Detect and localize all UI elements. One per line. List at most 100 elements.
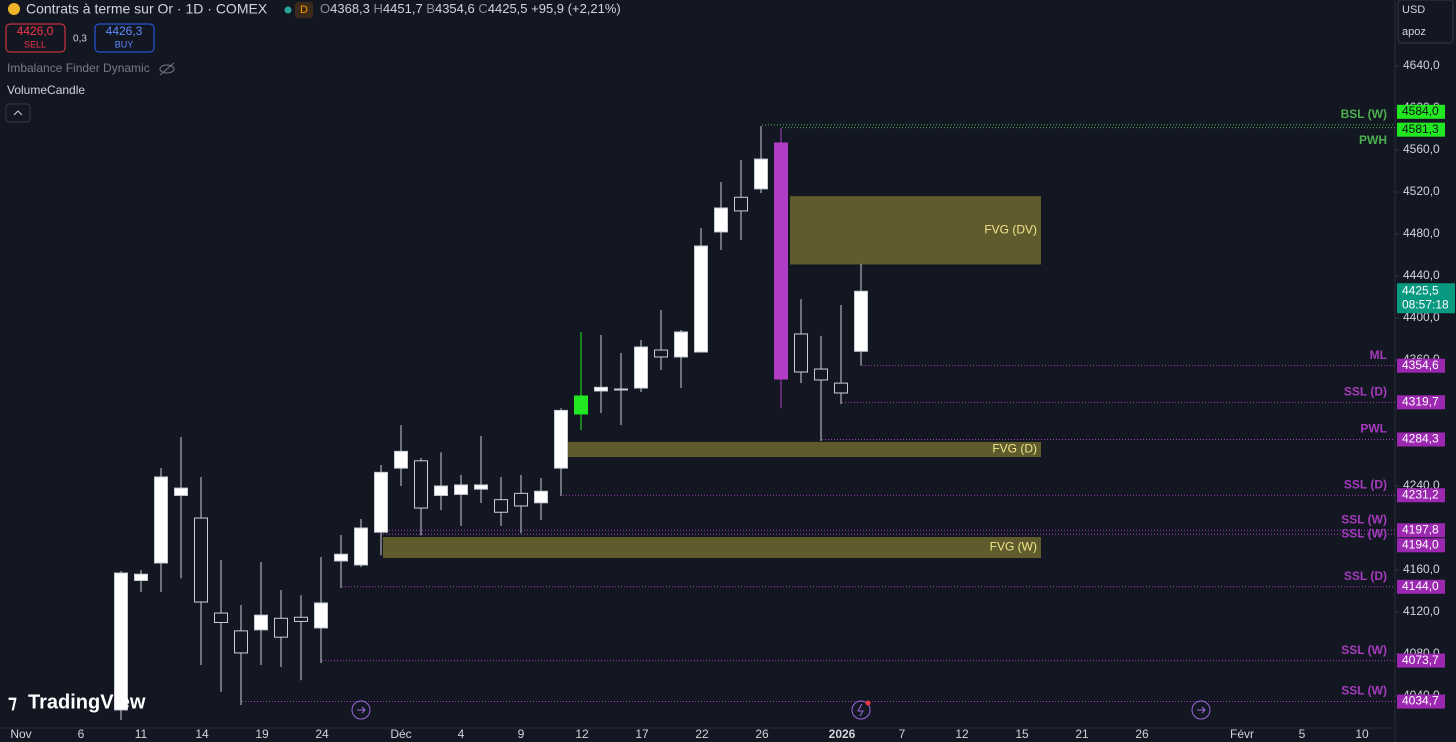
sell-button[interactable]	[5, 23, 66, 53]
x-tick-label: Févr	[1230, 727, 1254, 741]
ohlc-value: 4368,3	[330, 1, 370, 16]
candle-body	[474, 484, 488, 490]
candle-body	[634, 346, 648, 389]
candle-body	[334, 553, 348, 562]
candle-body	[314, 602, 328, 629]
hide-icon[interactable]	[159, 62, 175, 76]
x-tick-label: 7	[899, 727, 906, 741]
price-tag	[1397, 579, 1445, 594]
candle-body	[554, 409, 568, 469]
price-tag	[1397, 358, 1445, 373]
candle-body	[394, 450, 408, 469]
candle-body	[414, 460, 428, 509]
x-tick-label: 15	[1015, 727, 1029, 741]
x-tick-label: 9	[518, 727, 525, 741]
last-price: 4425,5	[1402, 283, 1439, 297]
x-tick-label: 19	[255, 727, 269, 741]
price-tag-label: 4319,7	[1402, 394, 1439, 408]
candle-body	[674, 331, 688, 358]
candle-body	[234, 630, 248, 654]
price-tag-label: 4034,7	[1402, 694, 1439, 708]
y-tick-label: 4520,0	[1403, 184, 1440, 198]
x-tick-label: 2026	[829, 727, 856, 741]
account: apoz	[1402, 26, 1426, 38]
badge	[295, 2, 313, 18]
y-tick-label: 4480,0	[1403, 226, 1440, 240]
ohlc-key: B	[426, 1, 435, 16]
candle-body	[294, 616, 308, 622]
fvg-label: FVG (D)	[992, 442, 1037, 456]
x-tick-label: Déc	[390, 727, 411, 741]
currency-box[interactable]	[1397, 0, 1454, 44]
price-tag-label: 4354,6	[1402, 358, 1439, 372]
buy-label: BUY	[115, 39, 134, 49]
x-tick-label: 12	[575, 727, 589, 741]
y-tick-label: 4400,0	[1403, 310, 1440, 324]
y-tick-label: 4440,0	[1403, 268, 1440, 282]
candle-body	[734, 196, 748, 212]
x-tick-label: 26	[755, 727, 769, 741]
price-tag-label: 4581,3	[1402, 122, 1439, 136]
event-icon[interactable]	[351, 700, 371, 720]
x-tick-label: 17	[635, 727, 649, 741]
x-tick-label: 6	[78, 727, 85, 741]
ohlc-value: 4354,6	[435, 1, 475, 16]
price-tag	[1397, 694, 1445, 709]
candle-body	[854, 290, 868, 352]
fvg-label: FVG (W)	[990, 540, 1037, 554]
logo: TradingView	[28, 691, 146, 713]
candle-body	[374, 471, 388, 533]
spread: 0,3	[73, 34, 87, 45]
x-tick-label: 4	[458, 727, 465, 741]
price-tag	[1397, 122, 1445, 137]
event-icon[interactable]	[851, 700, 871, 720]
x-tick-label: 21	[1075, 727, 1089, 741]
price-tag-label: 4144,0	[1402, 579, 1439, 593]
ohlc-value: 4451,7	[383, 1, 423, 16]
last-price-tag	[1397, 283, 1455, 314]
candle-body	[694, 245, 708, 353]
currency: USD	[1402, 4, 1425, 16]
y-tick-label: 4120,0	[1403, 604, 1440, 618]
candle-body	[614, 388, 628, 391]
status-dot	[284, 6, 292, 14]
x-tick-label: Nov	[10, 727, 31, 741]
ohlc-key: H	[374, 1, 383, 16]
level-label: SSL (D)	[1344, 569, 1387, 583]
x-tick-label: 10	[1355, 727, 1369, 741]
level-label: PWL	[1360, 422, 1387, 436]
symbol-title: Contrats à terme sur Or · 1D · COMEX	[26, 1, 268, 17]
candle-body	[194, 517, 208, 603]
sell-price: 4426,0	[17, 24, 54, 38]
price-tag-label: 4194,0	[1402, 537, 1439, 551]
countdown: 08:57:18	[1402, 297, 1449, 311]
level-label: BSL (W)	[1341, 107, 1387, 121]
x-tick-label: 22	[695, 727, 709, 741]
buy-price: 4426,3	[106, 24, 143, 38]
fvg-zone	[383, 537, 1041, 559]
x-tick-label: 5	[1299, 727, 1306, 741]
candle-body	[354, 527, 368, 566]
buy-button[interactable]	[94, 23, 155, 53]
x-tick-label: 12	[955, 727, 969, 741]
price-tag	[1397, 104, 1445, 119]
collapse-button[interactable]	[5, 103, 31, 123]
candle-body	[754, 158, 768, 190]
candle-body	[254, 614, 268, 631]
event-icon[interactable]	[1191, 700, 1211, 720]
price-tag	[1397, 523, 1445, 538]
candle-body	[134, 573, 148, 581]
price-tag-label: 4584,0	[1402, 104, 1439, 118]
candle-body	[534, 490, 548, 504]
y-tick-label: 4160,0	[1403, 562, 1440, 576]
x-tick-label: 24	[315, 727, 329, 741]
ohlc-key: C	[478, 1, 487, 16]
indicator: VolumeCandle	[7, 83, 85, 97]
price-tag-label: 4231,2	[1402, 487, 1439, 501]
ohlc-value: 4425,5	[488, 1, 528, 16]
symbol-icon	[8, 3, 20, 15]
price-tag	[1397, 653, 1445, 668]
y-tick-label: 4560,0	[1403, 142, 1440, 156]
candle-body	[274, 617, 288, 638]
